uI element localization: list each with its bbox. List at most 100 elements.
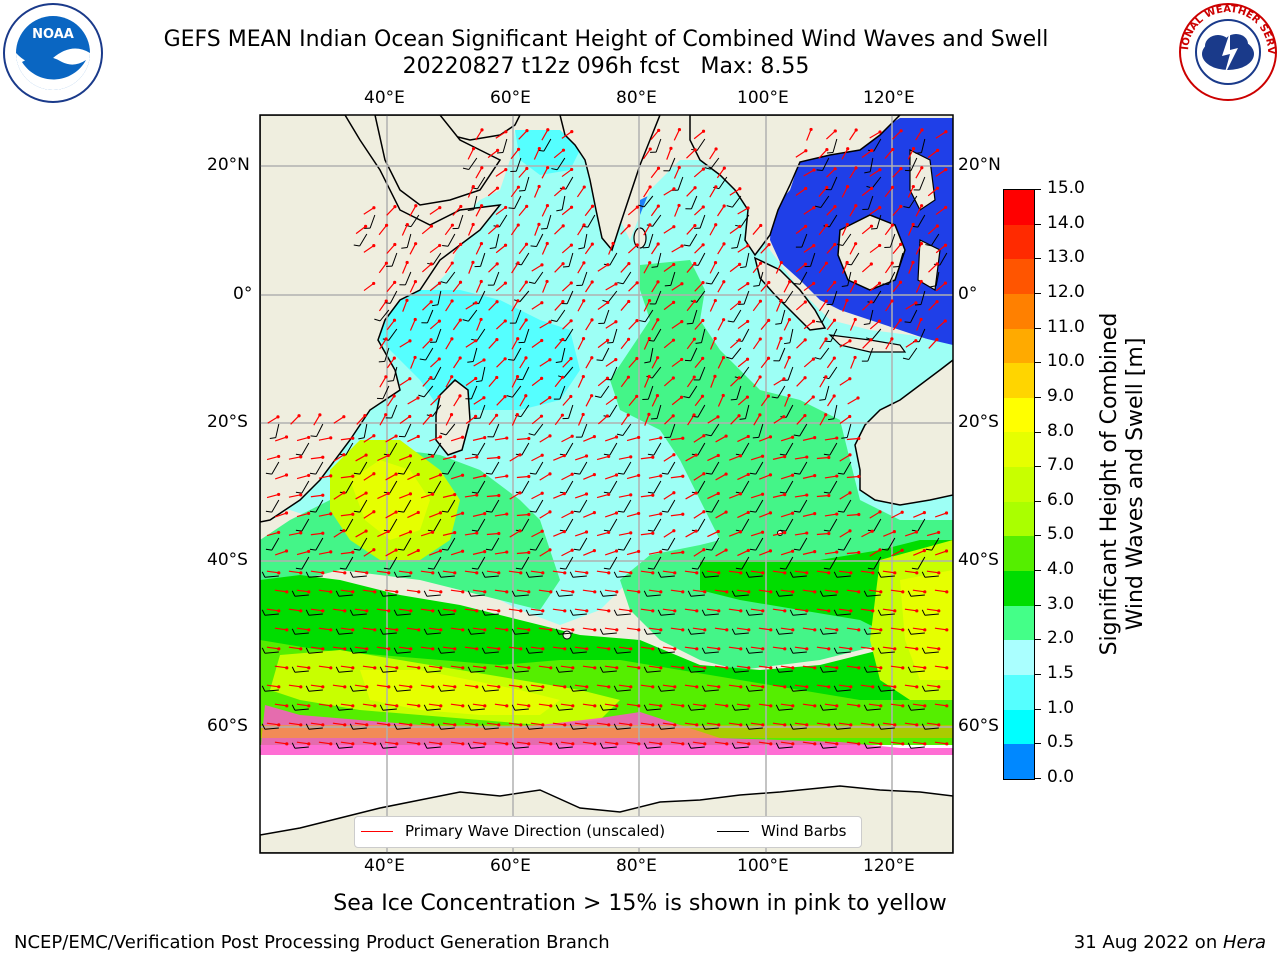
wave-direction-arrowhead [460,473,465,477]
wave-direction-arrowhead [431,571,435,575]
wave-direction-arrowhead [582,185,586,189]
wind-barb-flag [569,571,574,578]
wind-barb-flag [789,571,794,578]
wave-direction-arrowhead [681,512,685,516]
wind-barb-flag [819,628,824,635]
wave-direction-arrow [816,570,829,574]
wave-direction-arrow [266,493,279,499]
wave-direction-arrowhead [584,492,589,496]
wave-direction-arrow [538,665,551,669]
wave-direction-arrowhead [827,531,831,536]
wave-direction-arrow [710,376,716,388]
wave-direction-arrow [882,722,895,726]
wind-barb-flag [440,281,447,284]
wave-direction-arrow [538,741,551,745]
wave-direction-arrowhead [857,742,861,746]
wave-direction-arrow [885,300,893,312]
wind-barb [426,670,441,673]
wind-barb-flag [701,571,706,578]
wave-direction-arrow [445,376,453,388]
wind-barb [271,499,280,513]
wave-direction-arrowhead [779,336,783,340]
wind-barb [426,309,434,324]
wind-barb [697,442,706,456]
wind-barb-flag [437,647,442,654]
wave-direction-arrowhead [519,609,523,613]
wave-direction-arrow [406,627,419,631]
wave-direction-arrow [577,338,585,350]
wave-direction-arrowhead [413,355,417,360]
wave-direction-arrowhead [393,242,397,247]
wave-direction-arrowhead [562,530,566,534]
wind-barb [921,138,926,153]
wind-barb-flag [529,510,536,513]
wave-direction-arrowhead [299,531,303,535]
wave-direction-arrowhead [585,609,589,613]
wind-barb [622,423,632,436]
wave-direction-arrowhead [673,723,677,727]
wave-direction-arrowhead [857,512,861,517]
wind-barb-flag [529,472,536,475]
wave-direction-arrowhead [431,609,435,613]
lat-label-right-60s: 60°S [958,716,999,736]
wave-direction-arrowhead [716,415,720,419]
wind-barb [660,651,675,654]
wave-direction-arrowhead [329,550,333,554]
wave-direction-arrow [561,435,573,443]
wind-barb [534,423,544,436]
wind-barb [440,575,455,578]
wind-barb [602,594,617,597]
wind-barb [653,442,662,456]
wave-direction-arrowhead [387,647,391,651]
wave-direction-arrow [663,264,675,272]
wave-direction-arrowhead [405,298,409,302]
wind-barb [403,461,412,475]
wave-direction-arrowhead [593,742,597,746]
wind-barb-flag [833,609,838,616]
wave-direction-arrowhead [779,260,783,265]
wave-direction-arrowhead [343,571,347,575]
wind-barb [524,176,530,191]
wave-direction-arrow [486,608,499,612]
wave-direction-arrow [561,244,572,254]
wind-barb-flag [650,417,658,420]
wave-direction-arrow [487,225,498,235]
wave-direction-arrow [442,646,455,650]
colorbar-tick-mark [1035,570,1041,572]
wave-direction-arrowhead [635,356,639,361]
wave-direction-arrowhead [827,493,831,498]
wave-direction-arrowhead [835,550,839,554]
wind-barb [829,518,838,532]
wind-barb-flag [555,590,560,597]
wind-barb [308,689,323,692]
wind-barb [468,157,478,170]
wave-direction-arrowhead [590,280,594,284]
wind-barb-flag [683,244,690,247]
wave-direction-arrow [407,397,419,405]
colorbar-tick-label: 2.0 [1047,628,1075,649]
wave-direction-arrow [772,646,785,650]
wind-barb [741,556,750,570]
wind-barb [692,309,698,324]
wave-direction-arrowhead [439,742,443,746]
wave-direction-arrowhead [431,685,435,689]
wave-direction-arrow [730,377,740,387]
wave-direction-arrow [378,300,387,312]
wave-direction-arrowhead [911,147,916,151]
wave-direction-arrow [736,665,749,669]
lon-label-bottom-120e: 120°E [863,856,915,876]
wave-direction-arrow [827,395,835,407]
wave-direction-arrowhead [471,222,475,227]
wave-direction-arrowhead [870,186,874,190]
wave-direction-arrow [824,437,837,441]
wave-direction-arrow [905,340,917,348]
wind-barb [778,708,793,711]
wind-barb [264,727,279,730]
wind-barb [655,290,662,305]
wave-direction-arrowhead [767,243,771,247]
wind-barb-flag [827,418,835,421]
colorbar-tick-label: 13.0 [1047,247,1085,268]
wind-barb-flag [481,723,486,730]
wave-direction-arrow [706,684,719,688]
wave-direction-arrow [538,627,551,631]
